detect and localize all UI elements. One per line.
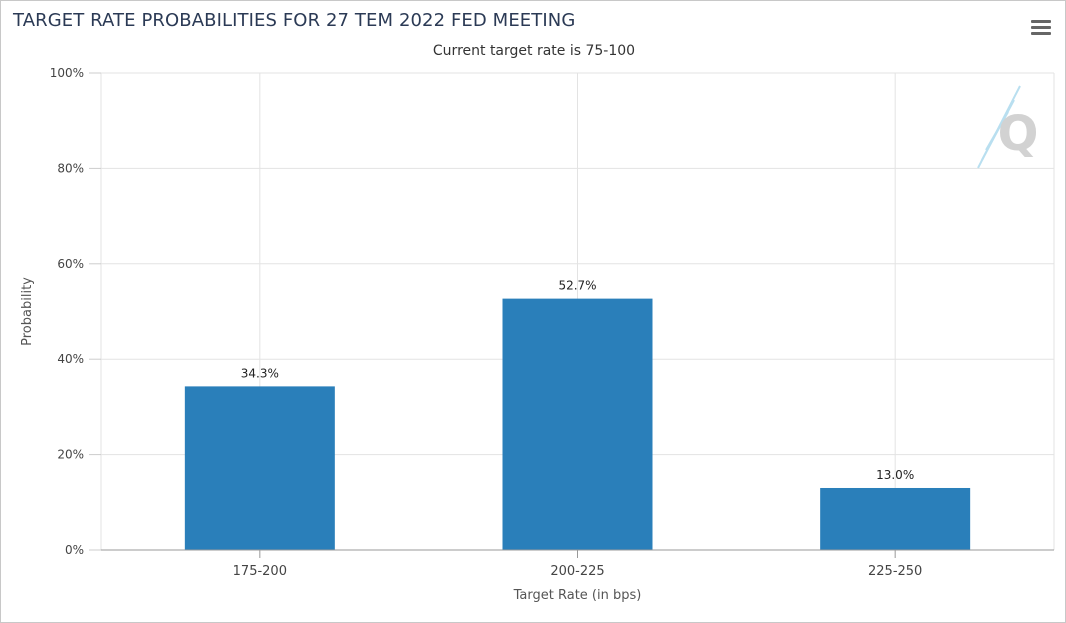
- bar-175-200[interactable]: [184, 386, 335, 550]
- x-tick-label: 175-200: [233, 564, 287, 579]
- bar-200-225[interactable]: [502, 298, 653, 550]
- y-axis-ticks: 0% 20% 40% 60% 80% 100%: [50, 66, 101, 557]
- data-label-225-250: 13.0%: [876, 468, 914, 482]
- chart-subtitle: Current target rate is 75-100: [432, 43, 636, 59]
- svg-text:Q: Q: [998, 106, 1039, 162]
- x-tick-label: 225-250: [868, 564, 922, 579]
- data-labels: 34.3% 52.7% 13.0%: [241, 279, 914, 482]
- x-tick-label: 200-225: [550, 564, 604, 579]
- y-tick-label: 80%: [57, 161, 84, 175]
- x-axis-ticks: 175-200 200-225 225-250: [233, 550, 922, 579]
- data-label-175-200: 34.3%: [241, 366, 279, 380]
- q-logo-watermark-icon: Q: [977, 85, 1039, 169]
- chart-title: TARGET RATE PROBABILITIES FOR 27 TEM 202…: [13, 10, 576, 31]
- bars: [184, 298, 971, 550]
- data-label-200-225: 52.7%: [558, 279, 596, 293]
- x-axis-title: Target Rate (in bps): [513, 588, 642, 603]
- y-axis-title: Probability: [20, 277, 35, 346]
- bar-225-250[interactable]: [820, 487, 971, 550]
- y-tick-label: 0%: [65, 543, 84, 557]
- y-tick-label: 100%: [50, 66, 84, 80]
- y-tick-label: 20%: [57, 448, 84, 462]
- hamburger-menu-icon[interactable]: [1027, 15, 1055, 41]
- y-tick-label: 40%: [57, 352, 84, 366]
- y-tick-label: 60%: [57, 257, 84, 271]
